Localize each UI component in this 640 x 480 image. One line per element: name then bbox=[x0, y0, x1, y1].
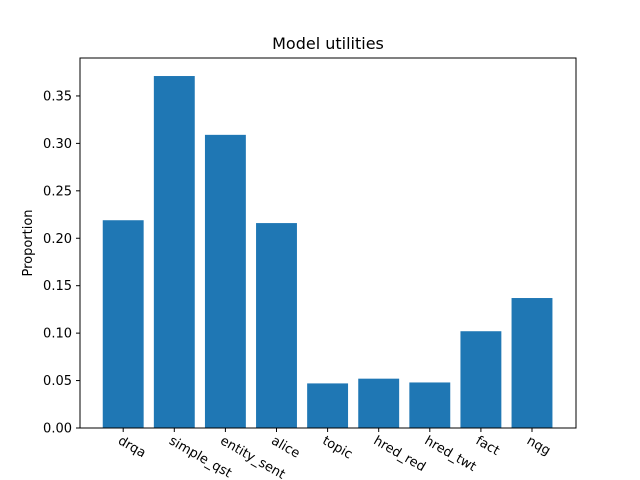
y-tick-label: 0.00 bbox=[43, 422, 72, 437]
y-axis-label: Proportion bbox=[21, 209, 36, 276]
y-ticks-group: 0.00 0.05 0.10 0.15 0.20 0.25 0.30 0.35 bbox=[43, 89, 80, 437]
bar-simple_qst bbox=[153, 76, 195, 429]
chart-title: Model utilities bbox=[272, 34, 384, 53]
y-tick-label: 0.25 bbox=[43, 184, 72, 199]
y-tick-label: 0.05 bbox=[43, 374, 72, 389]
y-tick-label: 0.15 bbox=[43, 279, 72, 294]
y-tick-label: 0.10 bbox=[43, 327, 72, 342]
bar-entity_sent bbox=[204, 134, 246, 428]
bars-group bbox=[102, 76, 553, 429]
bar-hred_red bbox=[358, 378, 400, 428]
bar-drqa bbox=[102, 220, 144, 428]
bar-hred_twt bbox=[409, 382, 451, 428]
bar-fact bbox=[460, 331, 502, 428]
bar-nqg bbox=[511, 298, 553, 428]
plot-frame bbox=[79, 57, 577, 429]
y-tick-label: 0.30 bbox=[43, 137, 72, 152]
y-tick-label: 0.20 bbox=[43, 232, 72, 247]
bar-alice bbox=[256, 223, 297, 428]
bar-topic bbox=[307, 383, 349, 428]
y-tick-label: 0.35 bbox=[43, 89, 72, 104]
